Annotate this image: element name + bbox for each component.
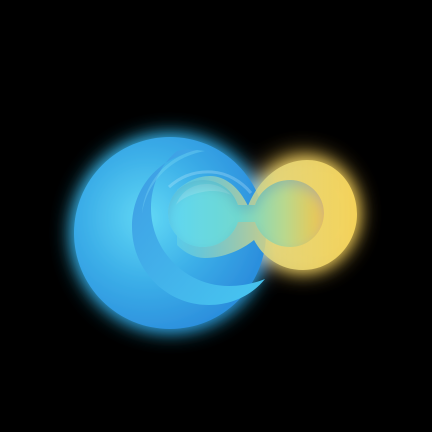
c-inner-highlight <box>167 170 253 194</box>
c-arc <box>132 149 265 305</box>
connector-pill <box>168 180 324 247</box>
